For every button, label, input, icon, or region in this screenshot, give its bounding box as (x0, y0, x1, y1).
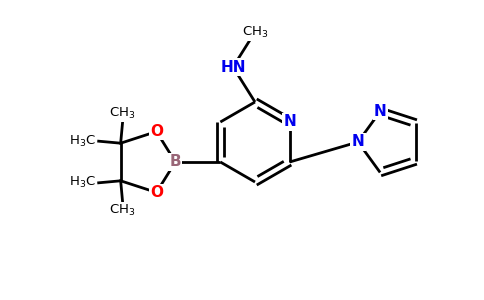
Text: H$_3$C: H$_3$C (69, 134, 96, 149)
Text: O: O (150, 124, 163, 139)
Text: O: O (150, 185, 163, 200)
Text: B: B (169, 154, 181, 169)
Text: CH$_3$: CH$_3$ (109, 203, 136, 218)
Text: N: N (374, 104, 387, 119)
Text: HN: HN (220, 59, 246, 74)
Text: N: N (283, 115, 296, 130)
Text: H$_3$C: H$_3$C (69, 175, 96, 190)
Text: CH$_3$: CH$_3$ (242, 24, 268, 40)
Text: N: N (351, 134, 364, 149)
Text: CH$_3$: CH$_3$ (109, 106, 136, 121)
